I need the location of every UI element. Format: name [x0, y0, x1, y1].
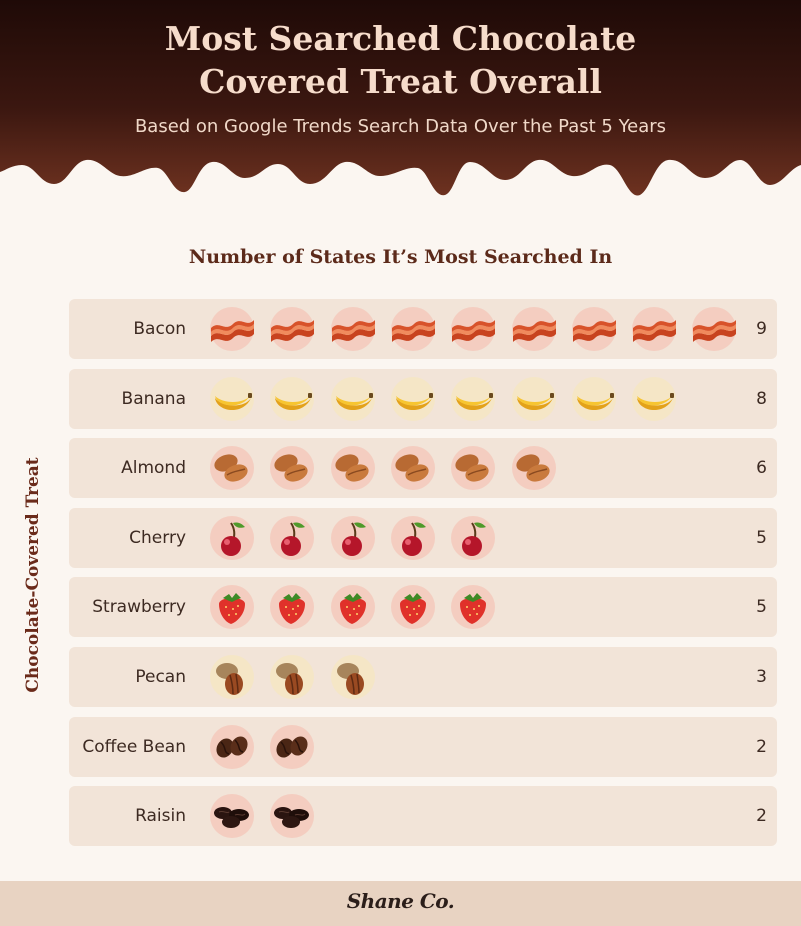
- icon-bar: [209, 299, 749, 359]
- bacon-icon: [209, 306, 255, 352]
- chart-row: Banana 8: [69, 368, 777, 429]
- banana-icon: [571, 376, 617, 422]
- value-label: 8: [756, 388, 767, 409]
- value-label: 6: [756, 458, 767, 479]
- cherry-icon: [269, 515, 315, 561]
- raisin-icon: [209, 793, 255, 839]
- chart-row: Almond 6: [69, 438, 777, 499]
- value-label: 3: [756, 667, 767, 687]
- icon-bar: [209, 508, 749, 568]
- value-label: 5: [756, 597, 767, 618]
- strawberry-icon: [209, 584, 255, 630]
- banana-icon: [209, 376, 255, 422]
- pecan-icon: [269, 654, 315, 700]
- chart-row: Pecan 3: [69, 647, 777, 707]
- subtitle: Based on Google Trends Search Data Over …: [134, 116, 667, 137]
- category-label: Raisin: [135, 806, 186, 827]
- almond-icon: [330, 445, 376, 491]
- icon-bar: [209, 647, 749, 707]
- icon-bar: [209, 717, 749, 777]
- category-label: Coffee Bean: [82, 736, 186, 757]
- banana-icon: [269, 376, 315, 422]
- pecan-icon: [209, 654, 255, 700]
- value-label: 2: [756, 806, 767, 827]
- value-label: 9: [756, 319, 767, 339]
- almond-icon: [511, 445, 557, 491]
- value-label: 2: [756, 736, 767, 757]
- icon-bar: [209, 577, 749, 637]
- cherry-icon: [209, 515, 255, 561]
- category-label: Banana: [121, 388, 186, 409]
- raisin-icon: [269, 793, 315, 839]
- header-banner: Most Searched Chocolate Covered Treat Ov…: [0, 0, 801, 205]
- strawberry-icon: [269, 584, 315, 630]
- category-label: Strawberry: [92, 597, 186, 618]
- bacon-icon: [691, 306, 737, 352]
- chart-row: Cherry 5: [69, 507, 777, 568]
- value-label: 5: [756, 527, 767, 548]
- almond-icon: [269, 445, 315, 491]
- category-label: Almond: [121, 458, 186, 479]
- chart-row: Raisin 2: [69, 786, 777, 847]
- almond-icon: [390, 445, 436, 491]
- brand-logo: Shane Co.: [346, 889, 455, 913]
- title-line-1: Most Searched Chocolate: [164, 19, 637, 58]
- banana-icon: [330, 376, 376, 422]
- bacon-icon: [390, 306, 436, 352]
- title-line-2: Covered Treat Overall: [199, 62, 602, 101]
- almond-icon: [209, 445, 255, 491]
- category-label: Pecan: [135, 667, 186, 687]
- chocolate-drip-background: [0, 0, 801, 196]
- icon-bar: [209, 786, 749, 846]
- banana-icon: [390, 376, 436, 422]
- cherry-icon: [390, 515, 436, 561]
- y-axis-label: Chocolate-Covered Treat: [23, 457, 43, 693]
- cherry-icon: [450, 515, 496, 561]
- cherry-icon: [330, 515, 376, 561]
- chart-row: Strawberry 5: [69, 577, 777, 638]
- bacon-icon: [571, 306, 617, 352]
- bacon-icon: [511, 306, 557, 352]
- icon-bar: [209, 369, 749, 429]
- pecan-icon: [330, 654, 376, 700]
- bacon-icon: [631, 306, 677, 352]
- bacon-icon: [450, 306, 496, 352]
- strawberry-icon: [390, 584, 436, 630]
- footer: Shane Co.: [0, 881, 801, 926]
- category-label: Bacon: [133, 319, 186, 339]
- strawberry-icon: [330, 584, 376, 630]
- banana-icon: [511, 376, 557, 422]
- coffee-bean-icon: [209, 724, 255, 770]
- coffee-bean-icon: [269, 724, 315, 770]
- strawberry-icon: [450, 584, 496, 630]
- bacon-icon: [269, 306, 315, 352]
- chart-row: Coffee Bean 2: [69, 716, 777, 777]
- icon-bar: [209, 438, 749, 498]
- category-label: Cherry: [129, 527, 186, 548]
- banana-icon: [631, 376, 677, 422]
- bacon-icon: [330, 306, 376, 352]
- chart-row: Bacon 9: [69, 299, 777, 359]
- banana-icon: [450, 376, 496, 422]
- chart-title: Number of States It’s Most Searched In: [188, 246, 613, 268]
- almond-icon: [450, 445, 496, 491]
